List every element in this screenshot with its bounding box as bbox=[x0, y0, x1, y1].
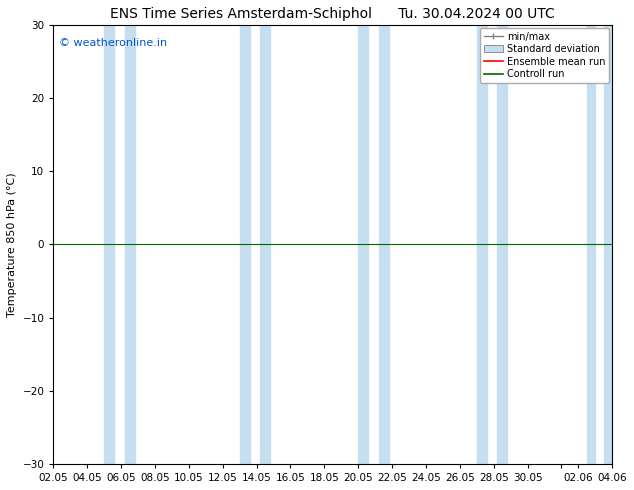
Bar bbox=[378, 25, 389, 464]
Bar bbox=[260, 25, 270, 464]
Bar bbox=[604, 25, 612, 464]
Bar bbox=[587, 25, 595, 464]
Bar bbox=[477, 25, 487, 464]
Bar bbox=[240, 25, 250, 464]
Bar bbox=[104, 25, 114, 464]
Y-axis label: Temperature 850 hPa (°C): Temperature 850 hPa (°C) bbox=[7, 172, 17, 317]
Bar bbox=[497, 25, 507, 464]
Bar bbox=[358, 25, 368, 464]
Bar bbox=[124, 25, 134, 464]
Title: ENS Time Series Amsterdam-Schiphol      Tu. 30.04.2024 00 UTC: ENS Time Series Amsterdam-Schiphol Tu. 3… bbox=[110, 7, 555, 21]
Legend: min/max, Standard deviation, Ensemble mean run, Controll run: min/max, Standard deviation, Ensemble me… bbox=[480, 28, 609, 83]
Text: © weatheronline.in: © weatheronline.in bbox=[59, 38, 167, 48]
